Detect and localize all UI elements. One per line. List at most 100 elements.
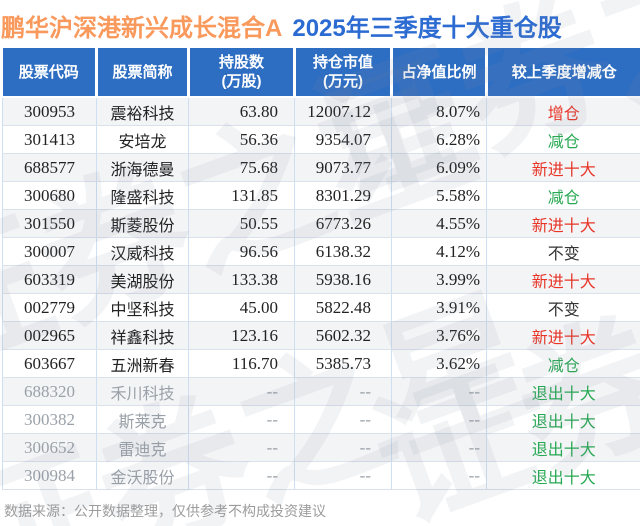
fund-name: 鹏华沪深港新兴成长混合A [1,15,283,42]
quarter-change-cell: 新进十大 [486,153,640,182]
market-value-cell: 5385.73 [294,349,392,378]
stock-name-cell: 美湖股份 [96,265,189,294]
col-header-pct: 占净值比例 [390,48,487,98]
stock-code-cell: 002779 [2,293,97,322]
stock-code-cell: 301413 [2,125,97,154]
quarter-change-cell: 不变 [486,237,640,266]
market-value-cell: 12007.12 [294,97,392,126]
shares-cell: 75.68 [188,153,295,182]
stock-code-cell: 300007 [2,237,97,266]
net-value-pct-cell: 5.58% [391,181,487,210]
quarter-change-cell: 新进十大 [486,321,640,350]
stock-name-cell: 中坚科技 [96,293,189,322]
col-header-value: 持仓市值 (万元) [293,48,392,98]
stock-code-cell: 002965 [2,321,97,350]
col-header-code: 股票代码 [2,48,97,98]
shares-cell: 116.70 [188,349,295,378]
shares-cell: 123.16 [188,321,295,350]
quarter-change-cell: 减仓 [486,181,640,210]
market-value-cell: 5602.32 [294,321,392,350]
market-value-cell: 8301.29 [294,181,392,210]
stock-name-cell: 五洲新春 [96,349,189,378]
table-row: 603319 美湖股份 133.38 5938.16 3.99% 新进十大 [2,265,640,294]
market-value-cell: 5938.16 [294,265,392,294]
table-row: 300680 隆盛科技 131.85 8301.29 5.58% 减仓 [2,181,640,210]
shares-cell: 56.36 [188,125,295,154]
stock-name-cell: 雷迪克 [96,433,189,462]
stock-name-cell: 安培龙 [96,125,189,154]
shares-cell: 50.55 [188,209,295,238]
market-value-cell: 9354.07 [294,125,392,154]
market-value-cell: 6773.26 [294,209,392,238]
market-value-cell: -- [294,377,392,406]
data-source-note: 数据来源：公开数据整理，仅供参考不构成投资建议 [4,503,326,519]
market-value-cell: -- [294,405,392,434]
table-row: 002779 中坚科技 45.00 5822.48 3.91% 不变 [2,293,640,322]
shares-cell: -- [188,433,295,462]
table-row: 300007 汉威科技 96.56 6138.32 4.12% 不变 [2,237,640,266]
net-value-pct-cell: 8.07% [391,97,487,126]
table-row: 300382 斯莱克 -- -- -- 退出十大 [2,405,640,434]
quarter-change-cell: 新进十大 [486,209,640,238]
holdings-tbody: 300953 震裕科技 63.80 12007.12 8.07% 增仓 301413 安培龙 5… [2,97,640,490]
market-value-cell: 5822.48 [294,293,392,322]
page-title: 鹏华沪深港新兴成长混合A 2025年三季度十大重仓股 [1,8,562,43]
market-value-cell: 9073.77 [294,153,392,182]
net-value-pct-cell: -- [391,377,487,406]
shares-cell: -- [188,377,295,406]
table-header: 股票代码 股票简称 持股数 (万股) 持仓市值 (万元) 占净值比例 较上季度增… [2,48,640,98]
stock-name-cell: 斯莱克 [96,405,189,434]
net-value-pct-cell: 6.09% [391,153,487,182]
col-header-name: 股票简称 [95,48,189,98]
quarter-change-cell: 减仓 [486,125,640,154]
quarter-change-cell: 退出十大 [486,377,640,406]
stock-code-cell: 300680 [2,181,97,210]
net-value-pct-cell: 6.28% [391,125,487,154]
table-row: 603667 五洲新春 116.70 5385.73 3.62% 减仓 [2,349,640,378]
report-period: 2025年三季度十大重仓股 [292,15,562,42]
net-value-pct-cell: 3.62% [391,349,487,378]
stock-name-cell: 震裕科技 [96,97,189,126]
quarter-change-cell: 不变 [486,293,640,322]
net-value-pct-cell: 4.12% [391,237,487,266]
shares-cell: 63.80 [188,97,295,126]
stock-name-cell: 金沃股份 [96,461,189,490]
col-header-change: 较上季度增减仓 [485,48,640,98]
net-value-pct-cell: -- [391,433,487,462]
stock-name-cell: 浙海德曼 [96,153,189,182]
stock-code-cell: 301550 [2,209,97,238]
stock-code-cell: 300953 [2,97,97,126]
stock-code-cell: 688320 [2,377,97,406]
net-value-pct-cell: 3.99% [391,265,487,294]
table-row: 301413 安培龙 56.36 9354.07 6.28% 减仓 [2,125,640,154]
table-row: 688320 禾川科技 -- -- -- 退出十大 [2,377,640,406]
stock-code-cell: 688577 [2,153,97,182]
quarter-change-cell: 退出十大 [486,405,640,434]
stock-code-cell: 603319 [2,265,97,294]
net-value-pct-cell: 3.76% [391,321,487,350]
table-row: 300953 震裕科技 63.80 12007.12 8.07% 增仓 [2,97,640,126]
market-value-cell: 6138.32 [294,237,392,266]
stock-code-cell: 300984 [2,461,97,490]
net-value-pct-cell: -- [391,461,487,490]
stock-name-cell: 禾川科技 [96,377,189,406]
net-value-pct-cell: 3.91% [391,293,487,322]
shares-cell: 96.56 [188,237,295,266]
quarter-change-cell: 退出十大 [486,461,640,490]
col-header-shares: 持股数 (万股) [187,48,295,98]
market-value-cell: -- [294,433,392,462]
table-row: 300652 雷迪克 -- -- -- 退出十大 [2,433,640,462]
stock-name-cell: 祥鑫科技 [96,321,189,350]
quarter-change-cell: 退出十大 [486,433,640,462]
stock-code-cell: 300382 [2,405,97,434]
stock-name-cell: 汉威科技 [96,237,189,266]
shares-cell: 45.00 [188,293,295,322]
holdings-table: 股票代码 股票简称 持股数 (万股) 持仓市值 (万元) 占净值比例 较上季度增… [2,48,640,490]
stock-code-cell: 300652 [2,433,97,462]
stock-name-cell: 隆盛科技 [96,181,189,210]
shares-cell: 131.85 [188,181,295,210]
table-row: 002965 祥鑫科技 123.16 5602.32 3.76% 新进十大 [2,321,640,350]
quarter-change-cell: 减仓 [486,349,640,378]
table-row: 301550 斯菱股份 50.55 6773.26 4.55% 新进十大 [2,209,640,238]
stock-name-cell: 斯菱股份 [96,209,189,238]
